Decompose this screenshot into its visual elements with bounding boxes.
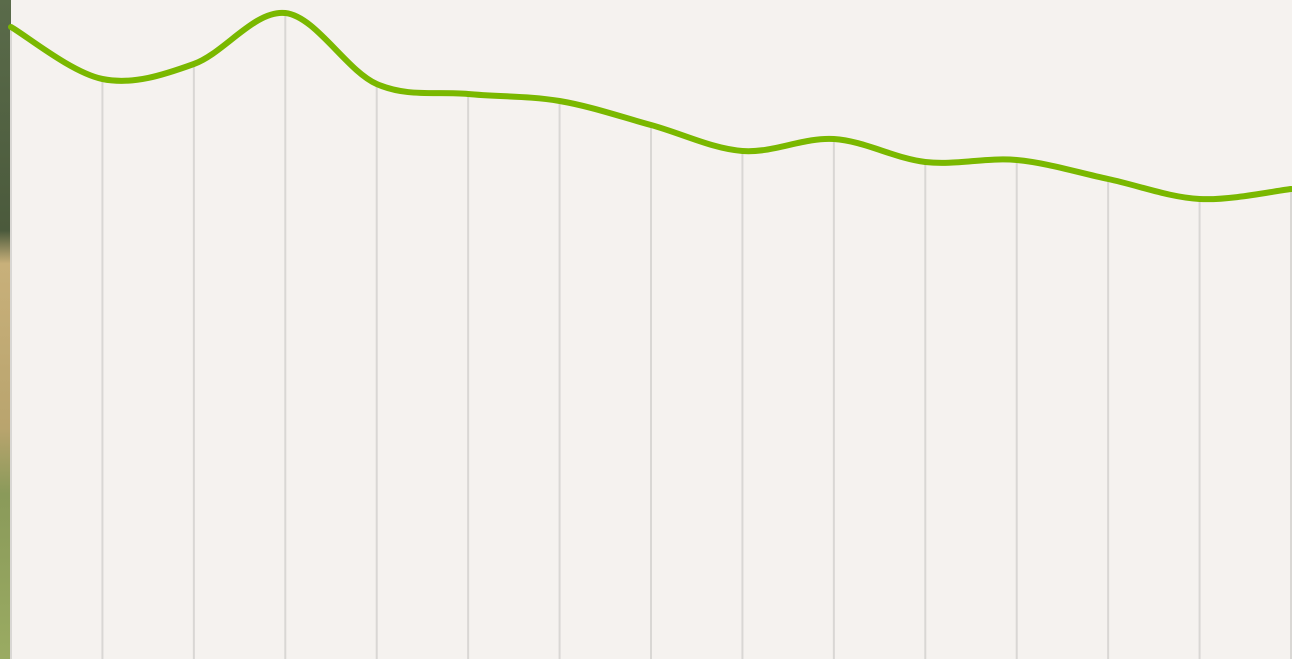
photo-strip xyxy=(0,0,11,659)
line xyxy=(8,9,1292,203)
